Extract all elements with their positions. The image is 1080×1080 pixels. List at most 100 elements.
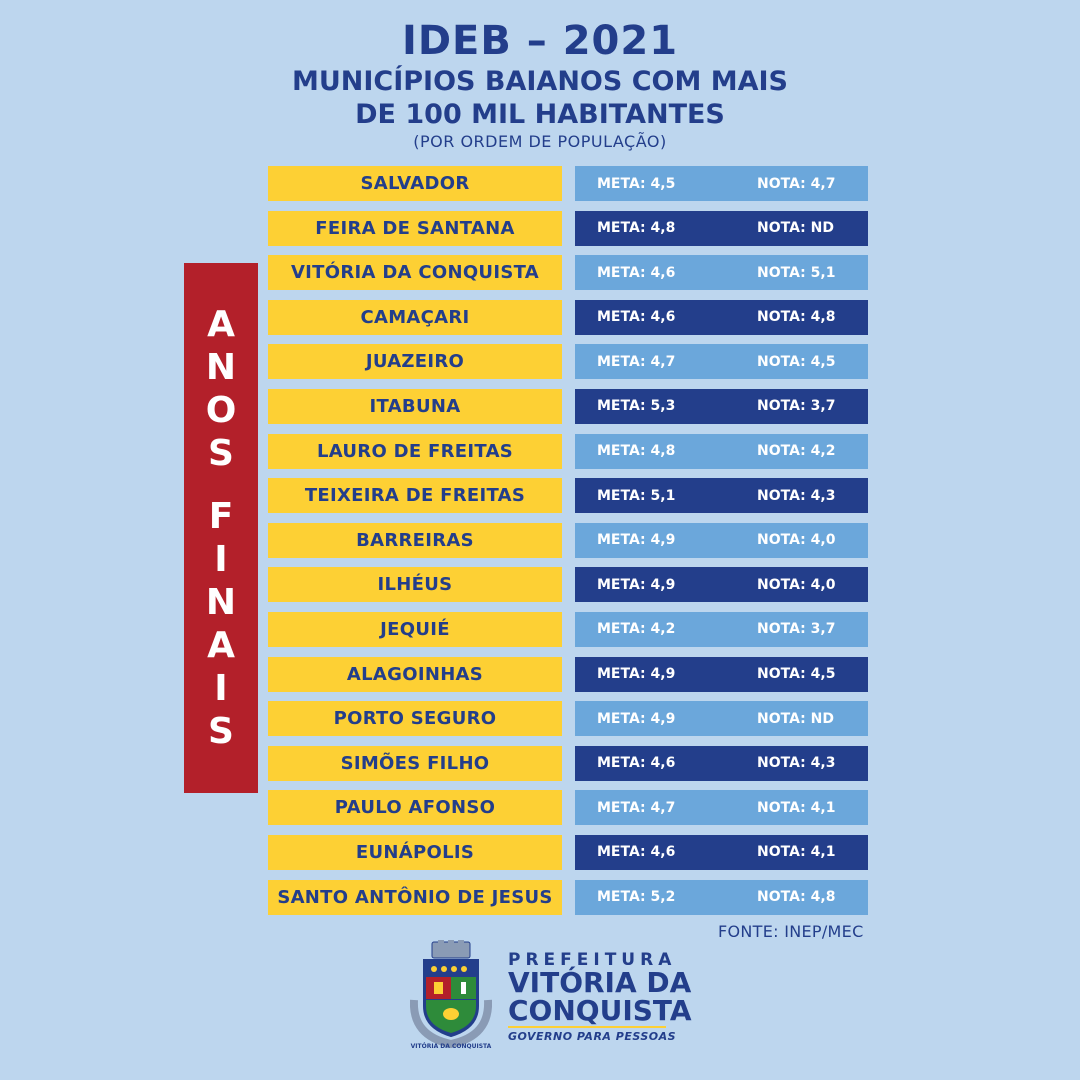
city-name: ILHÉUS: [268, 567, 562, 603]
table-row: JEQUIÉ META: 4,2 NOTA: 3,7: [268, 611, 872, 647]
side-letter: I: [214, 539, 228, 580]
meta-value: META: 5,3: [597, 398, 676, 415]
nota-value: NOTA: 4,2: [757, 443, 836, 460]
city-name: PAULO AFONSO: [268, 790, 562, 826]
side-letter: N: [205, 347, 237, 388]
score-box: META: 4,2 NOTA: 3,7: [575, 611, 868, 647]
meta-value: META: 5,1: [597, 487, 676, 504]
nota-value: NOTA: 4,3: [757, 755, 836, 772]
table-row: ITABUNA META: 5,3 NOTA: 3,7: [268, 388, 872, 424]
ranking-table: SALVADOR META: 4,5 NOTA: 4,7 FEIRA DE SANTA…: [268, 166, 872, 924]
meta-value: META: 4,7: [597, 799, 676, 816]
score-box: META: 4,8 NOTA: ND: [575, 210, 868, 246]
meta-value: META: 4,9: [597, 710, 676, 727]
city-name: FEIRA DE SANTANA: [268, 210, 562, 246]
table-row: PORTO SEGURO META: 4,9 NOTA: ND: [268, 701, 872, 737]
table-row: FEIRA DE SANTANA META: 4,8 NOTA: ND: [268, 210, 872, 246]
city-name: LAURO DE FREITAS: [268, 433, 562, 469]
table-row: CAMAÇARI META: 4,6 NOTA: 4,8: [268, 299, 872, 335]
city-name: TEIXEIRA DE FREITAS: [268, 478, 562, 514]
score-box: META: 4,9 NOTA: 4,5: [575, 656, 868, 692]
coat-of-arms-icon: VITÓRIA DA CONQUISTA: [409, 940, 493, 1050]
city-name: SALVADOR: [268, 166, 562, 201]
nota-value: NOTA: 3,7: [757, 398, 836, 415]
table-row: ALAGOINHAS META: 4,9 NOTA: 4,5: [268, 656, 872, 692]
side-letter: S: [208, 433, 234, 474]
meta-value: META: 4,9: [597, 532, 676, 549]
city-name: JUAZEIRO: [268, 344, 562, 380]
meta-value: META: 4,7: [597, 353, 676, 370]
nota-value: NOTA: 4,0: [757, 576, 836, 593]
side-letter: S: [208, 711, 234, 752]
nota-value: NOTA: 4,8: [757, 889, 836, 905]
nota-value: NOTA: 4,1: [757, 844, 836, 861]
nota-value: NOTA: 4,1: [757, 799, 836, 816]
city-name: SIMÕES FILHO: [268, 745, 562, 781]
logo-divider: [508, 1026, 666, 1028]
meta-value: META: 4,9: [597, 666, 676, 683]
score-box: META: 4,8 NOTA: 4,2: [575, 433, 868, 469]
score-box: META: 4,6 NOTA: 5,1: [575, 255, 868, 291]
side-letter: N: [205, 582, 237, 623]
city-name: BARREIRAS: [268, 522, 562, 558]
meta-value: META: 4,8: [597, 220, 676, 237]
nota-value: NOTA: 4,5: [757, 666, 836, 683]
nota-value: NOTA: 3,7: [757, 621, 836, 638]
table-row: TEIXEIRA DE FREITAS META: 5,1 NOTA: 4,3: [268, 478, 872, 514]
order-note: (POR ORDEM DE POPULAÇÃO): [413, 132, 667, 151]
meta-value: META: 5,2: [597, 889, 676, 905]
svg-text:VITÓRIA DA CONQUISTA: VITÓRIA DA CONQUISTA: [411, 1043, 492, 1050]
score-box: META: 4,9 NOTA: 4,0: [575, 567, 868, 603]
score-box: META: 4,6 NOTA: 4,8: [575, 299, 868, 335]
city-name: SANTO ANTÔNIO DE JESUS: [268, 879, 562, 915]
city-name: ALAGOINHAS: [268, 656, 562, 692]
nota-value: NOTA: 4,5: [757, 353, 836, 370]
city-name: CAMAÇARI: [268, 299, 562, 335]
anos-finais-label: A N O S F I N A I S: [184, 263, 258, 793]
side-letter: O: [205, 390, 237, 431]
score-box: META: 4,6 NOTA: 4,3: [575, 745, 868, 781]
table-row: SIMÕES FILHO META: 4,6 NOTA: 4,3: [268, 745, 872, 781]
logo-prefeitura: PREFEITURA: [508, 950, 677, 970]
score-box: META: 4,6 NOTA: 4,1: [575, 834, 868, 870]
meta-value: META: 4,6: [597, 755, 676, 772]
score-box: META: 4,7 NOTA: 4,1: [575, 790, 868, 826]
meta-value: META: 4,9: [597, 576, 676, 593]
city-name: ITABUNA: [268, 388, 562, 424]
source-note: FONTE: INEP/MEC: [718, 922, 864, 941]
table-row: ILHÉUS META: 4,9 NOTA: 4,0: [268, 567, 872, 603]
score-box: META: 4,7 NOTA: 4,5: [575, 344, 868, 380]
table-row: SANTO ANTÔNIO DE JESUS META: 5,2 NOTA: 4,8: [268, 879, 872, 915]
nota-value: NOTA: 5,1: [757, 264, 836, 281]
logo-slogan: GOVERNO PARA PESSOAS: [508, 1030, 677, 1043]
nota-value: NOTA: ND: [757, 710, 834, 727]
table-row: EUNÁPOLIS META: 4,6 NOTA: 4,1: [268, 834, 872, 870]
meta-value: META: 4,2: [597, 621, 676, 638]
subtitle-line-1: MUNICÍPIOS BAIANOS COM MAIS: [291, 66, 789, 97]
score-box: META: 5,1 NOTA: 4,3: [575, 478, 868, 514]
score-box: META: 5,3 NOTA: 3,7: [575, 388, 868, 424]
side-letter: I: [214, 668, 228, 709]
logo-city-line-2: CONQUISTA: [508, 994, 692, 1027]
table-row: BARREIRAS META: 4,9 NOTA: 4,0: [268, 522, 872, 558]
subtitle-line-2: DE 100 MIL HABITANTES: [355, 99, 725, 130]
page-title: IDEB – 2021: [401, 18, 679, 64]
nota-value: NOTA: 4,8: [757, 309, 836, 326]
city-name: EUNÁPOLIS: [268, 834, 562, 870]
coat-of-arms-svg: VITÓRIA DA CONQUISTA: [409, 940, 493, 1050]
meta-value: META: 4,6: [597, 309, 676, 326]
city-name: JEQUIÉ: [268, 611, 562, 647]
table-row: LAURO DE FREITAS META: 4,8 NOTA: 4,2: [268, 433, 872, 469]
score-box: META: 5,2 NOTA: 4,8: [575, 879, 868, 915]
table-row: PAULO AFONSO META: 4,7 NOTA: 4,1: [268, 790, 872, 826]
side-letter: A: [207, 625, 235, 666]
side-letter: F: [208, 496, 234, 537]
nota-value: NOTA: ND: [757, 220, 834, 237]
meta-value: META: 4,5: [597, 175, 676, 192]
score-box: META: 4,9 NOTA: 4,0: [575, 522, 868, 558]
score-box: META: 4,5 NOTA: 4,7: [575, 166, 868, 201]
score-box: META: 4,9 NOTA: ND: [575, 701, 868, 737]
city-name: PORTO SEGURO: [268, 701, 562, 737]
table-row: VITÓRIA DA CONQUISTA META: 4,6 NOTA: 5,1: [268, 255, 872, 291]
table-row: SALVADOR META: 4,5 NOTA: 4,7: [268, 166, 872, 201]
